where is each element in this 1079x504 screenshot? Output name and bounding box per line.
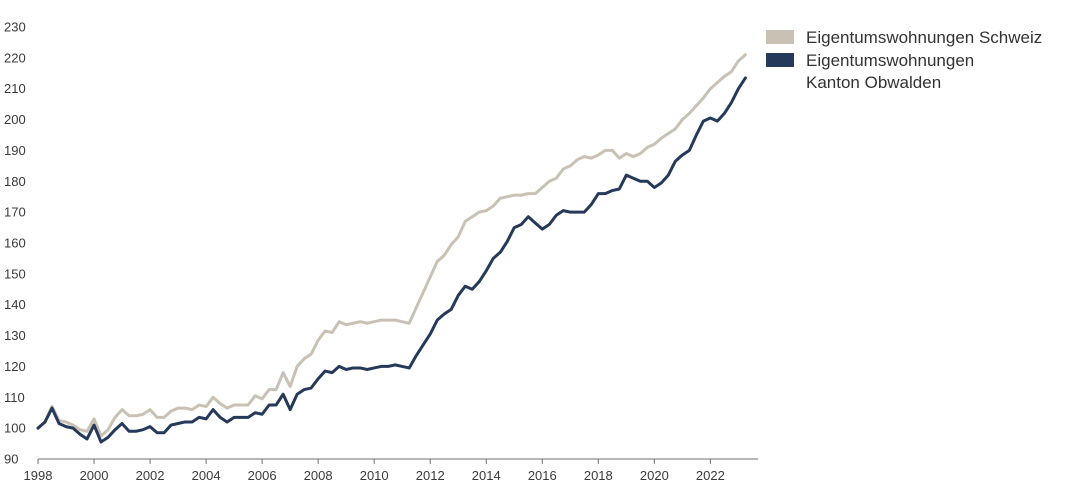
y-tick-label: 210 [4,81,26,96]
y-tick-label: 150 [4,266,26,281]
y-tick-label: 170 [4,205,26,220]
legend-label-line: Eigentumswohnungen Schweiz [806,28,1042,47]
legend-label: Eigentumswohnungen Schweiz [806,28,1042,47]
legend-swatch [766,30,794,44]
x-tick-label: 2002 [136,468,165,483]
x-tick-label: 2006 [248,468,277,483]
x-tick-label: 1998 [24,468,53,483]
x-tick-label: 2004 [192,468,221,483]
x-tick-label: 2020 [640,468,669,483]
series-line-obwalden [36,76,747,444]
legend-swatch [766,53,794,67]
x-tick-label: 2016 [528,468,557,483]
y-tick-label: 110 [4,390,25,405]
x-axis-tick-labels: 1998 2000 2002 2004 2006 2008 2010 2012 2014 2016… [24,468,725,483]
y-tick-label: 140 [4,297,26,312]
y-tick-label: 220 [4,50,26,65]
x-tick-label: 2018 [584,468,613,483]
y-tick-label: 120 [4,359,26,374]
x-tick-label: 2000 [80,468,109,483]
series-line-schweiz [36,53,747,438]
legend-label: Eigentumswohnungen Kanton Obwalden [806,51,974,92]
y-tick-label: 190 [4,143,26,158]
y-tick-label: 130 [4,328,26,343]
y-tick-label: 200 [4,112,26,127]
x-tick-label: 2008 [304,468,333,483]
x-tick-label: 2022 [696,468,725,483]
x-tick-label: 2014 [472,468,501,483]
y-tick-label: 90 [4,452,18,467]
legend-label-line: Kanton Obwalden [806,73,941,92]
y-axis-tick-labels: 90 100 110 120 130 140 150 160 170 180 190 200 210 22… [4,20,26,467]
y-tick-label: 180 [4,174,26,189]
y-tick-label: 100 [4,421,26,436]
chart-axes [37,458,758,464]
series-lines [36,53,747,444]
x-tick-label: 2010 [360,468,389,483]
y-tick-label: 230 [4,20,26,35]
y-tick-label: 160 [4,236,26,251]
x-tick-label: 2012 [416,468,445,483]
legend-label-line: Eigentumswohnungen [806,51,974,70]
legend: Eigentumswohnungen Schweiz Eigentumswohnu… [766,28,1042,92]
